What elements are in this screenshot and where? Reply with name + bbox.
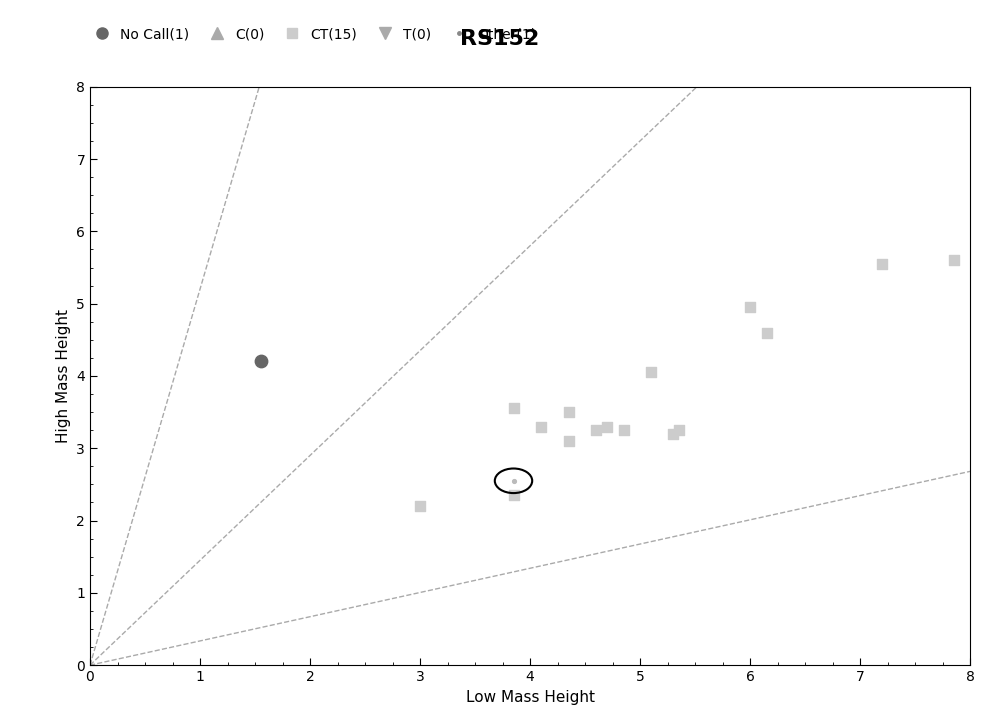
Point: [505, 489, 522, 501]
Point: [533, 421, 549, 432]
Point: [643, 367, 659, 378]
Point: [588, 424, 604, 436]
Point: [759, 327, 775, 338]
Point: [874, 258, 890, 270]
Point: [946, 254, 962, 266]
Point: [616, 424, 632, 436]
Point: [505, 475, 522, 487]
Legend: No Call(1), C(0), CT(15), T(0), Other(1): No Call(1), C(0), CT(15), T(0), Other(1): [88, 27, 536, 41]
Point: [560, 435, 576, 447]
Point: [505, 403, 522, 414]
Point: [670, 424, 686, 436]
Point: [252, 356, 268, 367]
Point: [560, 406, 576, 418]
Point: [599, 421, 615, 432]
Y-axis label: High Mass Height: High Mass Height: [56, 309, 71, 443]
Text: RS152: RS152: [460, 29, 540, 49]
Point: [412, 500, 428, 512]
Point: [665, 428, 681, 440]
X-axis label: Low Mass Height: Low Mass Height: [466, 690, 594, 705]
Point: [742, 301, 758, 313]
